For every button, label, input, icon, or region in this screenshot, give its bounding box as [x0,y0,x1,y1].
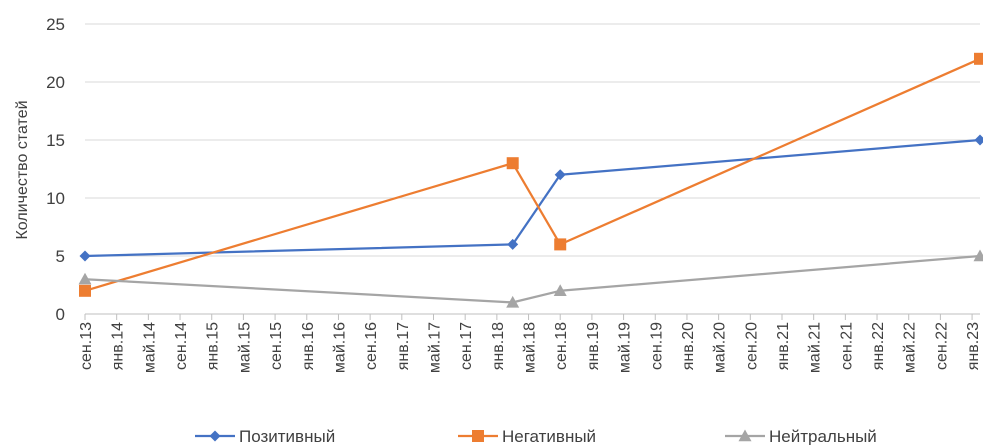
data-point-diamond [554,169,566,181]
legend-item: Негативный [458,427,596,445]
series-line-diamond [84,138,981,258]
y-tick-label: 20 [46,73,65,92]
legend-label: Позитивный [239,427,335,445]
data-point-triangle [553,284,567,296]
x-tick-label: сен.22 [933,322,950,370]
x-tick-label: сен.13 [78,322,95,370]
x-tick-label: янв.16 [300,322,317,370]
y-tick-labels: 0 5 10 15 20 25 [46,15,65,324]
data-point-diamond [507,238,519,250]
x-tick-labels: сен.13 янв.14 май.14 сен.14 янв.15 май.15 сен.… [78,322,982,373]
legend-marker-diamond [209,430,221,442]
gridlines [85,23,980,257]
x-tick-label: янв.23 [965,322,982,370]
y-axis-label: Количество статей [14,100,31,239]
x-tick-label: май.15 [236,322,253,373]
legend: Позитивный Негативный Нейтральный [195,427,877,445]
data-point-square [974,52,983,65]
x-tick-label: май.16 [331,322,348,373]
series-lines [84,57,981,304]
data-point-square [79,284,91,297]
x-tick-label: сен.19 [648,322,665,370]
x-tick-label: янв.20 [680,322,697,370]
x-tick-label: май.17 [426,322,443,373]
data-point-diamond [79,250,91,262]
data-point-square [554,238,567,251]
legend-item: Позитивный [195,427,335,445]
data-point-triangle [78,272,92,285]
y-tick-label: 5 [56,247,65,266]
data-point-triangle [506,295,520,308]
series-markers [78,52,983,308]
y-tick-label: 25 [46,15,65,34]
x-tick-label: сен.17 [458,322,475,370]
legend-label: Негативный [502,427,596,445]
y-tick-label: 10 [46,189,65,208]
x-tick-label: янв.21 [775,322,792,370]
data-point-diamond [974,134,983,146]
x-tick-label: май.22 [902,322,919,373]
series-line-square [84,57,981,292]
x-tick-label: янв.22 [870,322,887,370]
y-tick-label: 15 [46,131,65,150]
x-tick-label: сен.21 [838,322,855,370]
x-tick-label: янв.18 [490,322,507,370]
x-tick-label: сен.18 [553,322,570,370]
x-tick-label: май.21 [807,322,824,373]
x-tick-label: янв.14 [110,322,127,370]
x-tick-label: май.18 [522,322,539,373]
x-tick-label: янв.17 [395,322,412,370]
x-tick-label: янв.19 [585,322,602,370]
x-tick-label: янв.15 [205,322,222,370]
x-tick-label: сен.14 [173,322,190,370]
x-tick-label: май.20 [712,322,729,373]
legend-item: Нейтральный [725,427,877,445]
x-tick-label: сен.16 [363,322,380,370]
legend-label: Нейтральный [769,427,877,445]
x-tick-label: май.19 [617,322,634,373]
x-tick-label: май.14 [141,322,158,373]
legend-marker-square [472,430,484,442]
x-tick-label: сен.15 [268,322,285,370]
legend-marker-triangle [738,429,752,442]
data-point-square [506,157,519,170]
series-line-triangle [84,254,981,304]
x-tick-label: сен.20 [743,322,760,370]
x-axis [84,313,980,320]
data-point-triangle [973,249,983,262]
y-tick-label: 0 [56,305,65,324]
